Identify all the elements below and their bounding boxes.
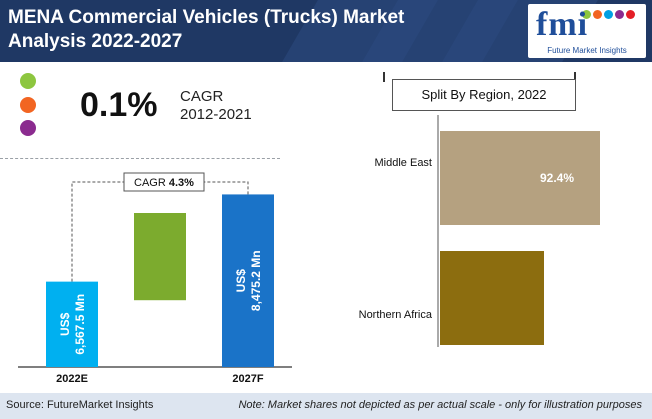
region-value-label: 92.4% <box>540 171 574 185</box>
cagr-growth-label: CAGR 4.3% <box>134 177 194 189</box>
region-split-chart: Middle East 92.4% Northern Africa <box>359 115 600 347</box>
title-line-2: Analysis 2022-2027 <box>8 31 183 52</box>
market-value-chart: CAGR 4.3% US$6,567.5 Mn 2022E US$8,475.2 Mn… <box>18 172 292 385</box>
bar-2022E <box>46 281 98 367</box>
source-text: Source: FutureMarket Insights <box>6 399 154 411</box>
logo-subtitle: Future Market Insights <box>547 46 627 55</box>
page-title: MENA Commercial Vehicles (Trucks) Market… <box>8 6 438 54</box>
x-tick-label: 2022E <box>56 373 88 385</box>
region-title-tick-right <box>574 72 576 82</box>
region-chart-title: Split By Region, 2022 <box>392 79 576 111</box>
bar-value-label: US$6,567.5 Mn <box>58 294 87 355</box>
logo-text: fmi <box>536 6 589 43</box>
cagr-period: 2012-2021 <box>180 106 252 123</box>
header-banner: MENA Commercial Vehicles (Trucks) Market… <box>0 0 652 62</box>
historic-cagr-value: 0.1% <box>80 86 158 124</box>
region-title-tick-left <box>383 72 385 82</box>
logo-dots <box>582 6 642 19</box>
footer-note: Note: Market shares not depicted as per … <box>238 399 642 411</box>
footer: Source: FutureMarket Insights Note: Mark… <box>0 393 652 419</box>
growth-increment-block <box>134 213 186 301</box>
cagr-box <box>123 172 205 192</box>
x-tick-label: 2027F <box>232 373 263 385</box>
legend-dot-green <box>20 73 36 89</box>
historic-cagr-label: CAGR 2012-2021 <box>180 88 252 124</box>
bar-value-label: US$8,475.2 Mn <box>234 250 263 311</box>
section-divider <box>0 158 280 159</box>
legend-dot-purple <box>20 120 36 136</box>
bar-2027F <box>222 194 274 367</box>
title-line-1: MENA Commercial Vehicles (Trucks) Market <box>8 7 405 28</box>
cagr-label: CAGR <box>180 88 224 105</box>
region-category-label: Northern Africa <box>359 309 433 321</box>
fmi-logo: fmi Future Market Insights <box>528 4 646 58</box>
region-category-label: Middle East <box>375 157 432 169</box>
region-bar-northern-africa <box>440 251 544 345</box>
legend-dot-orange <box>20 97 36 113</box>
region-bar-middle-east <box>440 131 600 225</box>
